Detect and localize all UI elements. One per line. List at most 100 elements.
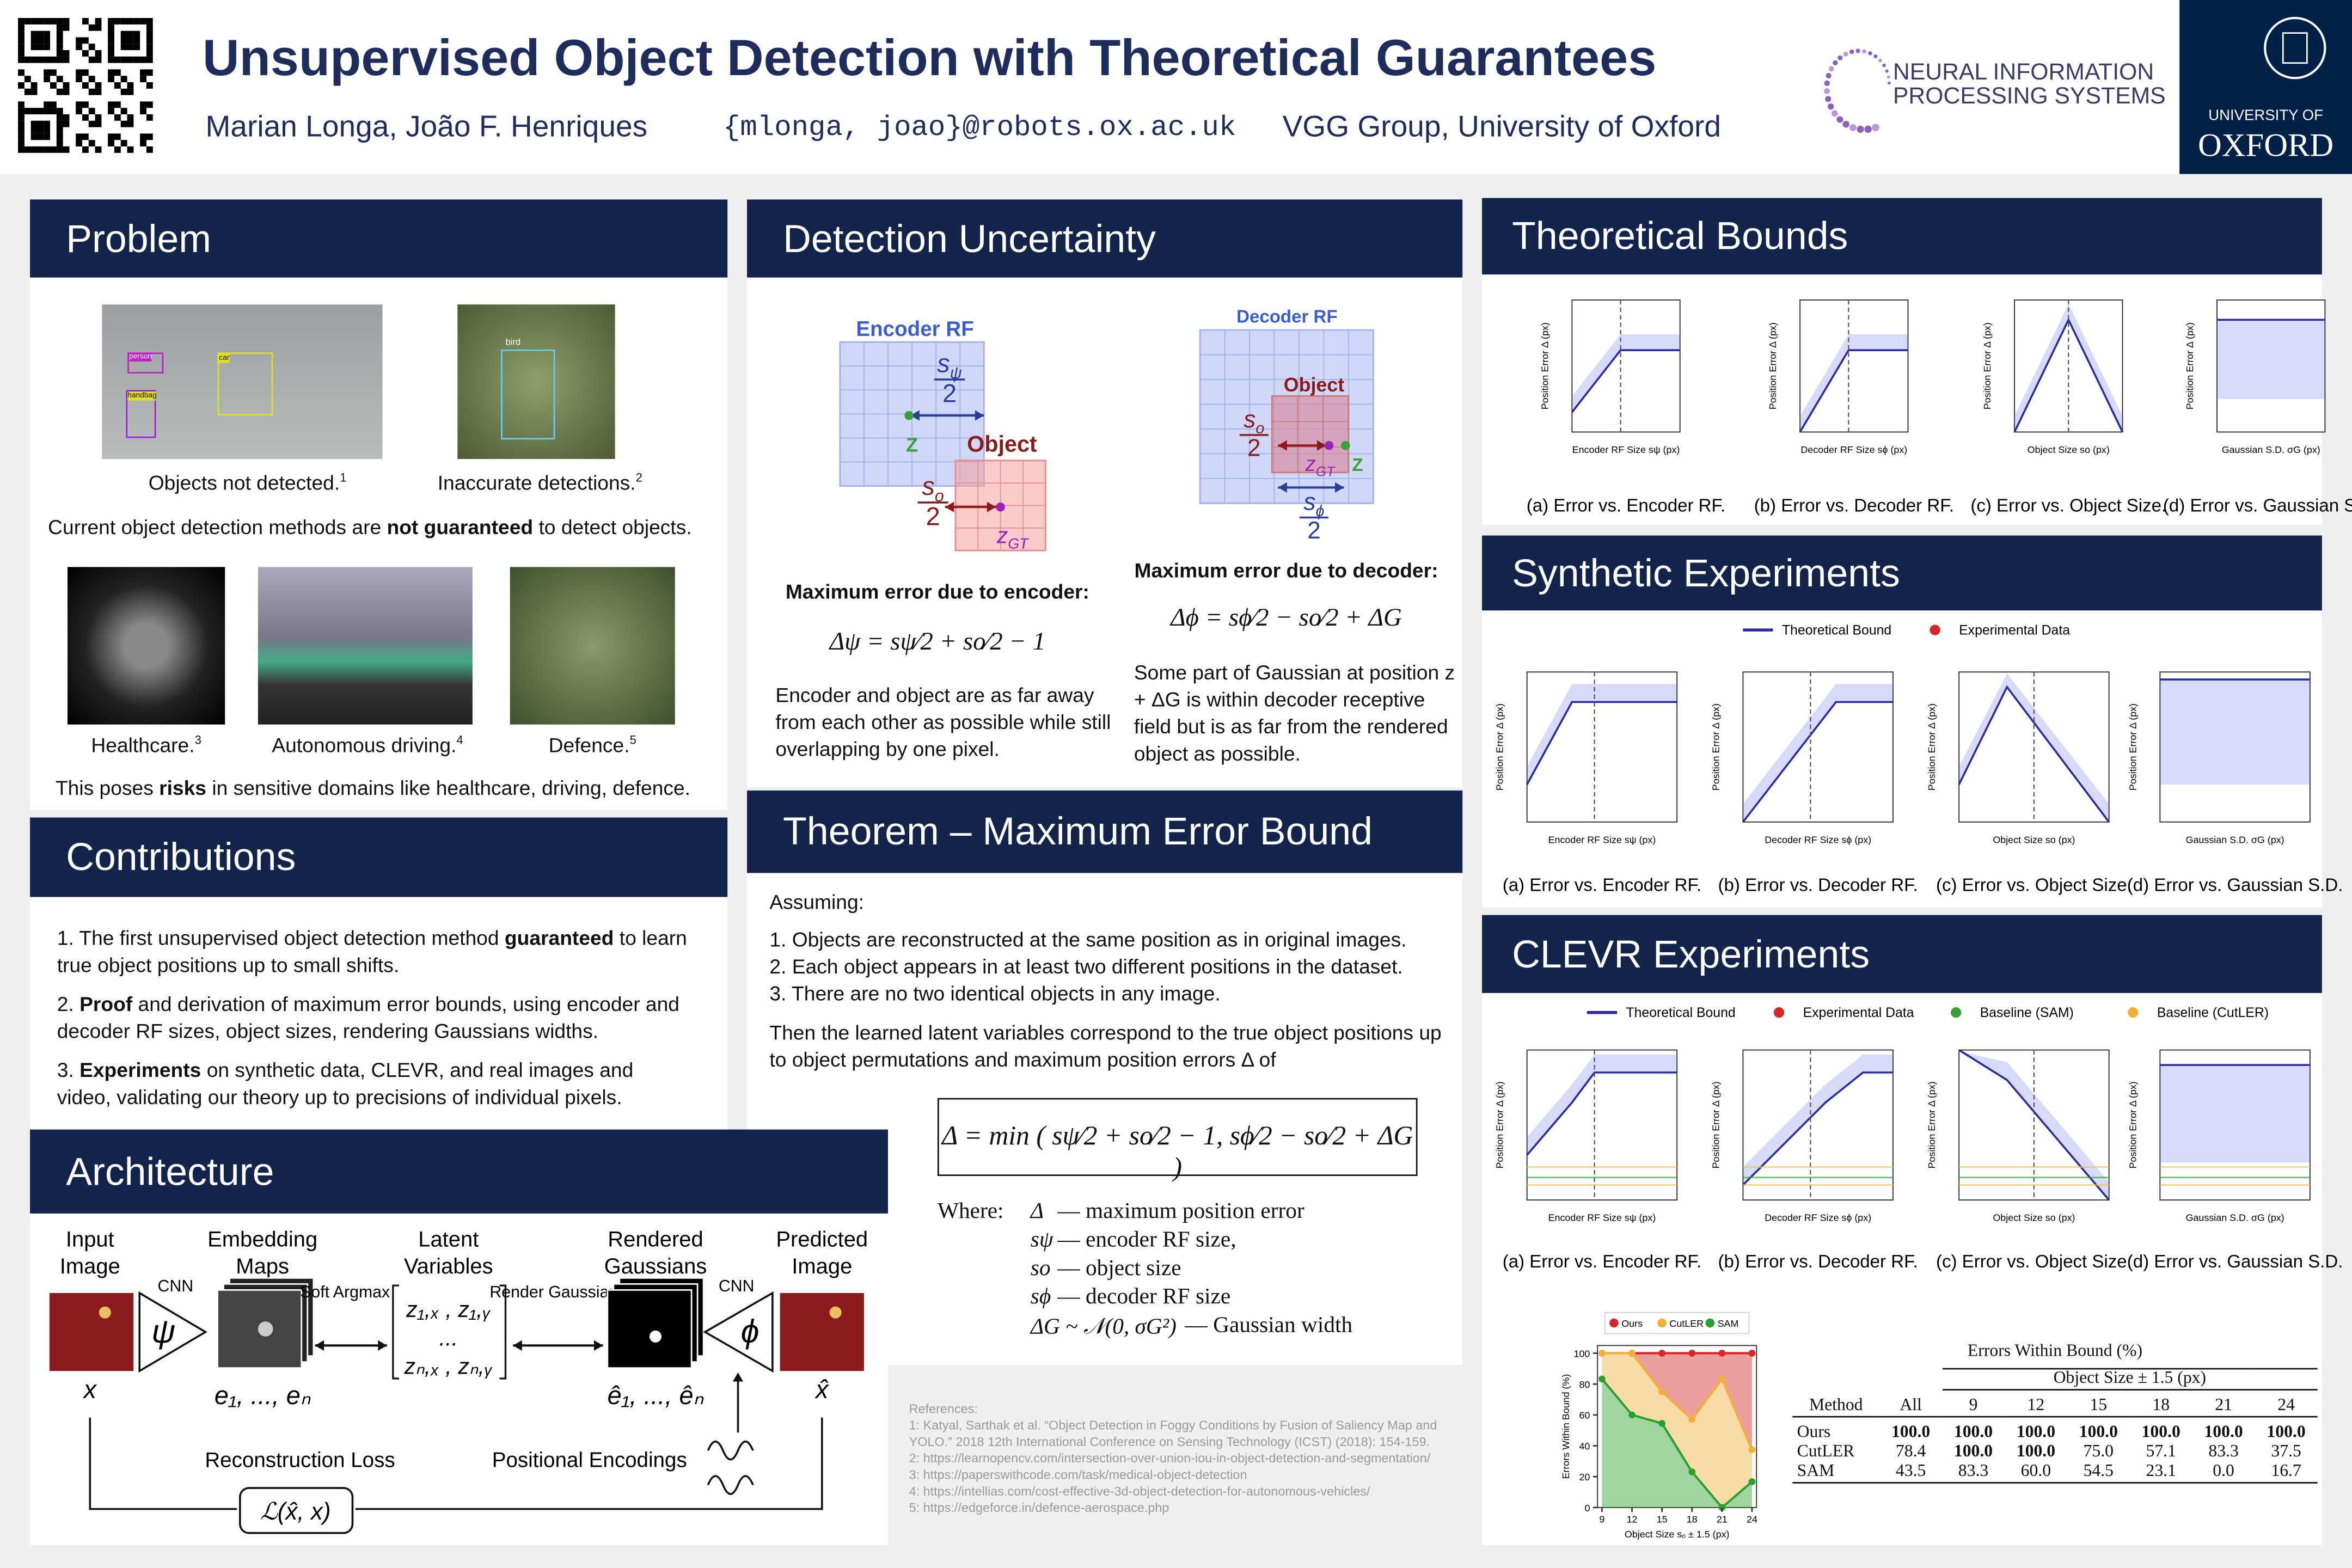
math-sub: o	[935, 487, 944, 505]
qr-cell	[18, 127, 24, 134]
table-cell: 54.5	[2067, 1462, 2130, 1484]
axis-title: Object Size so (px)	[1993, 1212, 2075, 1223]
logo-dot	[1827, 103, 1834, 110]
qr-cell	[133, 37, 140, 44]
math-base: z	[1304, 452, 1315, 476]
axis-title: Position Error Δ (px)	[1710, 703, 1721, 791]
table-cell: 57.1	[2146, 1443, 2176, 1461]
ref: 3	[194, 733, 201, 748]
qr-cell	[146, 37, 153, 44]
math: 2	[942, 379, 957, 407]
qr-cell	[108, 44, 114, 51]
point	[904, 411, 914, 420]
qr-cell	[37, 127, 44, 134]
symbol: ϕ	[741, 1313, 759, 1350]
qr-cell	[37, 30, 44, 38]
qr-cell	[127, 146, 134, 153]
legend-label: Baseline (CutLER)	[2157, 1006, 2269, 1020]
qr-cell	[37, 37, 44, 44]
caption-text: Autonomous driving.	[272, 734, 457, 757]
qr-cell	[56, 18, 63, 24]
stage-label: Rendered Gaussians	[604, 1227, 707, 1278]
qr-cell	[37, 44, 44, 51]
x-tick-label: 21	[1717, 1514, 1728, 1524]
qr-cell	[88, 24, 95, 31]
qr-cell	[127, 88, 134, 95]
qr-cell	[114, 18, 121, 24]
bound-region	[2160, 679, 2310, 785]
legend-label: Theoretical Bound	[1782, 623, 1891, 638]
table-row: Object Size ± 1.5 (px)	[1792, 1368, 2318, 1391]
box: person	[127, 352, 164, 374]
qr-cell	[114, 69, 121, 76]
axis-title: Position Error Δ (px)	[1926, 1081, 1937, 1168]
qr-cell	[18, 120, 24, 127]
formula-box	[937, 1098, 1418, 1176]
arrow-head	[594, 1340, 603, 1351]
qr-cell	[127, 18, 134, 24]
qr-cell	[140, 76, 146, 83]
table-header: 15	[2067, 1389, 2130, 1418]
axis-title: Position Error Δ (px)	[1494, 703, 1505, 791]
qr-cell	[140, 69, 146, 76]
text: in sensitive domains like healthcare, dr…	[206, 777, 691, 800]
stage-label: Predicted Image	[776, 1227, 868, 1278]
qr-cell	[63, 50, 70, 57]
arrow-label: Render Gaussians	[489, 1283, 626, 1301]
qr-cell	[37, 18, 44, 24]
loss-box	[239, 1487, 354, 1534]
qr-cell	[88, 120, 95, 127]
oxford-line: UNIVERSITY OF	[2208, 108, 2323, 125]
math: sψ	[937, 349, 962, 382]
qr-cell	[50, 146, 57, 153]
caption: (a) Error vs. Encoder RF.	[1527, 495, 1725, 516]
qr-cell	[63, 114, 70, 121]
axis-title: Encoder RF Size sψ (px)	[1548, 834, 1656, 845]
qr-cell	[44, 133, 51, 140]
qr-cell	[133, 18, 140, 24]
logo-dot	[1862, 49, 1866, 54]
embedding-blob	[258, 1321, 273, 1337]
neurips-name: NEURAL INFORMATION PROCESSING SYSTEMS	[1893, 61, 2166, 109]
legend-label: Experimental Data	[1959, 623, 2070, 638]
qr-cell	[56, 44, 63, 51]
stage-label-part: Maps	[236, 1254, 289, 1278]
qr-cell	[108, 108, 114, 114]
section-heading: Detection Uncertainty	[747, 199, 1463, 278]
formula: Δϕ = sϕ⁄2 − so⁄2 + ΔG	[1171, 603, 1402, 632]
table-header: 12	[2004, 1389, 2067, 1418]
table: Errors Within Bound (%) Object Size ± 1.5…	[1792, 1343, 2318, 1484]
symbol: Δ	[1030, 1200, 1044, 1224]
stage-label-part: Image	[792, 1254, 852, 1278]
qr-cell	[120, 140, 127, 146]
axis-title: Position Error Δ (px)	[2184, 322, 2195, 409]
qr-cell	[140, 133, 146, 140]
axis-title: Position Error Δ (px)	[1982, 322, 1993, 409]
box: bird	[501, 339, 555, 440]
axis-title: Encoder RF Size sψ (px)	[1572, 444, 1680, 455]
logo-dot	[1855, 48, 1860, 53]
qr-cell	[44, 146, 51, 153]
logo-dot	[1836, 116, 1843, 123]
qr-cell	[44, 37, 51, 44]
point	[1324, 440, 1334, 450]
bound-region	[1743, 684, 1893, 822]
table-cell: 78.4	[1895, 1443, 1926, 1461]
symbol: x̂	[814, 1375, 829, 1404]
qr-cell	[18, 114, 24, 121]
x-axis-title: Object Size sₒ ± 1.5 (px)	[1625, 1529, 1730, 1540]
math: 2	[1307, 517, 1321, 544]
arrow-head	[1278, 440, 1287, 451]
qr-cell	[30, 82, 38, 89]
logo-dot	[1843, 52, 1848, 57]
qr-cell	[44, 18, 51, 24]
bound-line	[1958, 1049, 2110, 1201]
qr-cell	[37, 133, 44, 140]
qr-cell	[30, 146, 38, 153]
point	[1658, 1350, 1665, 1357]
caption: (a) Error vs. Encoder RF.	[1503, 1252, 1701, 1272]
image-bird	[457, 304, 615, 460]
qr-cell	[76, 133, 83, 140]
stage-label: Embedding Maps	[207, 1227, 317, 1278]
